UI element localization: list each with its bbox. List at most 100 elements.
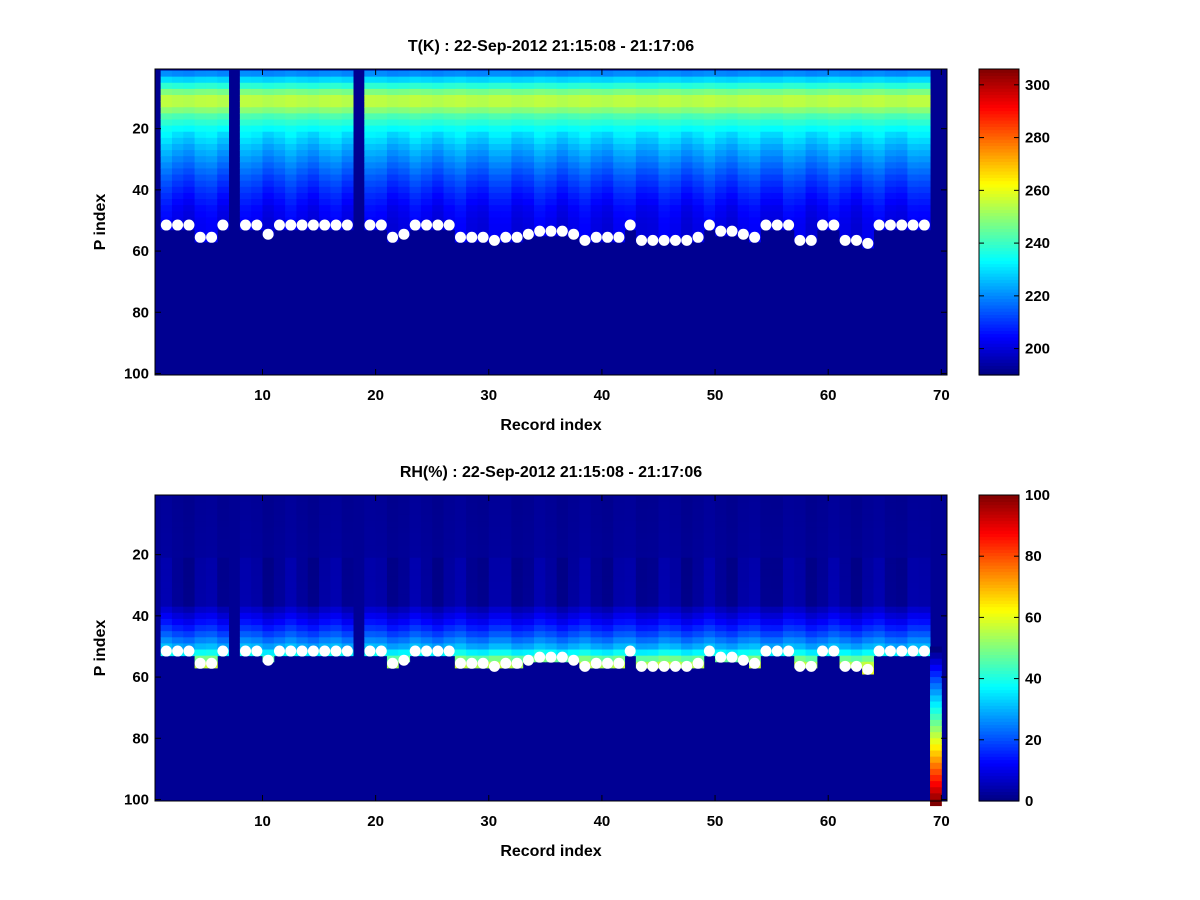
temperature-cell bbox=[511, 125, 524, 133]
temperature-record-column bbox=[760, 70, 773, 231]
humidity-cell bbox=[534, 612, 546, 620]
humidity-cell bbox=[273, 612, 286, 620]
temperature-cell bbox=[160, 101, 173, 108]
temperature-colorbar-segment bbox=[979, 151, 1019, 156]
temperature-cell bbox=[409, 199, 422, 206]
temperature-record-column bbox=[194, 70, 207, 243]
humidity-cell bbox=[556, 594, 569, 602]
temperature-cell bbox=[794, 211, 807, 218]
temperature-cell bbox=[251, 131, 263, 139]
humidity-cell bbox=[749, 600, 761, 608]
humidity-cell bbox=[251, 502, 263, 510]
humidity-cell bbox=[534, 533, 546, 540]
temperature-cell bbox=[545, 107, 558, 114]
temperature-cell bbox=[760, 205, 773, 212]
humidity-cell bbox=[907, 496, 920, 504]
humidity-cell bbox=[737, 625, 750, 632]
humidity-cell bbox=[194, 514, 207, 522]
temperature-cell bbox=[862, 168, 874, 176]
humidity-cell bbox=[850, 539, 863, 546]
humidity-cell bbox=[749, 582, 761, 589]
humidity-cell bbox=[601, 618, 614, 626]
humidity-surface-marker bbox=[545, 651, 557, 663]
humidity-cell bbox=[771, 533, 784, 540]
humidity-cell bbox=[251, 576, 263, 583]
temperature-cell bbox=[273, 186, 286, 194]
temperature-cell bbox=[726, 119, 739, 127]
temperature-colorbar-segment bbox=[979, 343, 1019, 347]
temperature-cell bbox=[183, 150, 196, 157]
humidity-cell bbox=[567, 508, 580, 516]
temperature-cell bbox=[171, 205, 184, 212]
humidity-cell bbox=[454, 606, 467, 614]
humidity-cell bbox=[296, 612, 309, 620]
temperature-cell bbox=[726, 156, 739, 163]
humidity-cell bbox=[522, 618, 535, 626]
humidity-cell bbox=[466, 588, 478, 595]
humidity-cell bbox=[884, 521, 897, 528]
humidity-cell bbox=[805, 557, 818, 565]
humidity-colorbar-segment bbox=[979, 651, 1019, 655]
humidity-cell bbox=[873, 618, 886, 626]
temperature-cell bbox=[635, 150, 648, 157]
temperature-cell bbox=[341, 205, 354, 212]
temperature-cell bbox=[364, 150, 377, 157]
temperature-cell bbox=[782, 168, 795, 176]
temperature-cell bbox=[545, 168, 558, 176]
temperature-cell bbox=[624, 107, 637, 114]
temperature-cell bbox=[918, 143, 931, 151]
temperature-record-column bbox=[658, 70, 671, 243]
humidity-cell bbox=[715, 521, 727, 528]
humidity-cell bbox=[647, 637, 659, 644]
humidity-cell bbox=[635, 655, 648, 663]
temperature-cell bbox=[420, 119, 433, 127]
humidity-cell bbox=[816, 539, 829, 546]
temperature-cell bbox=[296, 199, 309, 206]
temperature-cell bbox=[760, 150, 773, 157]
temperature-record-column bbox=[239, 70, 252, 231]
humidity-cell bbox=[500, 521, 512, 528]
humidity-cell bbox=[760, 496, 773, 504]
humidity-cell bbox=[262, 649, 275, 657]
humidity-cell bbox=[522, 551, 535, 559]
humidity-cell bbox=[839, 618, 852, 626]
temperature-cell bbox=[398, 88, 411, 96]
humidity-surface-marker bbox=[681, 660, 693, 672]
temperature-cell bbox=[454, 119, 467, 127]
temperature-cell bbox=[409, 107, 422, 114]
temperature-cell bbox=[737, 186, 750, 194]
temperature-cell bbox=[590, 88, 603, 96]
humidity-cell bbox=[262, 600, 275, 608]
temperature-cell bbox=[749, 119, 761, 127]
temperature-cell bbox=[319, 150, 331, 157]
humidity-cell bbox=[488, 539, 501, 546]
humidity-cell bbox=[669, 539, 682, 546]
humidity-cell bbox=[771, 594, 784, 602]
humidity-cell bbox=[443, 631, 456, 638]
temperature-cell bbox=[420, 143, 433, 151]
humidity-cell bbox=[341, 600, 354, 608]
temperature-cell bbox=[160, 199, 173, 206]
temperature-cell bbox=[862, 101, 874, 108]
temperature-cell bbox=[477, 211, 490, 218]
humidity-cell bbox=[522, 600, 535, 608]
temperature-cell bbox=[285, 180, 297, 188]
temperature-cell bbox=[262, 137, 275, 145]
temperature-cell bbox=[737, 168, 750, 176]
temperature-cell bbox=[454, 107, 467, 114]
temperature-cell bbox=[862, 217, 874, 225]
temperature-cell bbox=[511, 162, 524, 169]
humidity-cell bbox=[624, 533, 637, 540]
humidity-cell bbox=[749, 551, 761, 559]
humidity-colorbar-segment bbox=[979, 778, 1019, 783]
temperature-cell bbox=[624, 180, 637, 188]
humidity-cell bbox=[850, 649, 863, 657]
humidity-cell bbox=[601, 643, 614, 651]
humidity-cell bbox=[319, 582, 331, 589]
humidity-cell bbox=[296, 569, 309, 577]
humidity-cell bbox=[613, 563, 626, 571]
humidity-cell bbox=[635, 527, 648, 534]
temperature-cell bbox=[918, 180, 931, 188]
humidity-cell bbox=[703, 612, 716, 620]
